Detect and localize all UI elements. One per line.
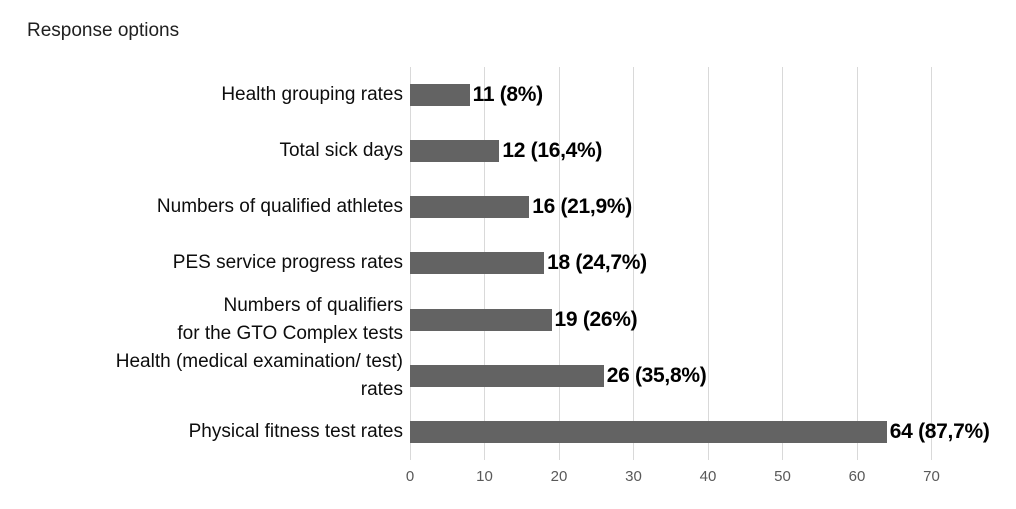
category-label-line: rates (360, 378, 403, 400)
category-label: Physical fitness test rates (0, 404, 403, 460)
gridline-70 (931, 67, 932, 460)
gridline-30 (633, 67, 634, 460)
bar-row: 12 (16,4%) (410, 123, 1006, 179)
gridline-50 (782, 67, 783, 460)
category-label-line: Health grouping rates (221, 84, 403, 106)
category-label: Numbers of qualified athletes (0, 179, 403, 235)
x-tick-label-40: 40 (699, 468, 717, 485)
bar (410, 252, 545, 275)
x-tick-label-0: 0 (405, 468, 415, 485)
bar (410, 308, 552, 331)
bar-value-label: 12 (16,4%) (502, 139, 603, 163)
bar-value-label: 18 (24,7%) (547, 251, 647, 275)
category-axis: Health grouping rates Total sick days Numb… (0, 67, 403, 460)
bar-row: 26 (35,8%) (410, 348, 1006, 404)
bar-row: 11 (8%) (410, 67, 1006, 123)
category-label: Health grouping rates (0, 67, 403, 123)
bar (410, 140, 500, 163)
bar-row: 64 (87,7%) (410, 404, 1006, 460)
bar-value-label: 16 (21,9%) (532, 195, 632, 219)
x-axis: 0 10 20 30 40 50 60 70 (0, 468, 1016, 492)
bar-value-label: 26 (35,8%) (606, 363, 707, 387)
bar-row: 19 (26%) (410, 292, 1006, 348)
bar-row: 18 (24,7%) (410, 235, 1006, 291)
bar-value-label: 64 (87,7%) (889, 419, 990, 443)
category-label-line: Numbers of qualified athletes (156, 196, 403, 218)
chart-title: Response options (27, 20, 180, 41)
gridline-40 (707, 67, 709, 460)
category-label: Total sick days (0, 123, 403, 179)
x-tick-label-20: 20 (550, 468, 568, 485)
category-label-line: Physical fitness test rates (188, 420, 403, 442)
category-label: Numbers of qualifiers for the GTO Complex… (0, 292, 403, 348)
category-label-line: Numbers of qualifiers (223, 294, 403, 316)
bar-value-label: 11 (8%) (472, 83, 544, 107)
bar (410, 84, 470, 107)
bar-row: 16 (21,9%) (410, 179, 1006, 235)
gridline-60 (856, 67, 858, 460)
plot-area: 11 (8%) 12 (16,4%) 16 (21,9%) 18 (24,7%) 19 … (409, 67, 1006, 460)
category-label-line: Health (medical examination/ test) (115, 350, 403, 372)
x-tick-label-70: 70 (923, 468, 940, 485)
bar (410, 420, 887, 443)
bar-value-label: 19 (26%) (554, 307, 638, 331)
bar (410, 196, 530, 219)
category-label: PES service progress rates (0, 235, 403, 291)
category-label-line: for the GTO Complex tests (177, 322, 403, 344)
x-tick-label-60: 60 (848, 468, 866, 485)
gridline-20 (558, 67, 560, 460)
x-tick-label-10: 10 (476, 468, 493, 485)
x-tick-label-30: 30 (625, 468, 642, 485)
category-label-line: PES service progress rates (172, 252, 403, 274)
x-tick-label-50: 50 (774, 468, 791, 485)
category-label: Health (medical examination/ test) rates (0, 348, 403, 404)
category-label-line: Total sick days (279, 140, 403, 162)
bar (410, 364, 604, 387)
